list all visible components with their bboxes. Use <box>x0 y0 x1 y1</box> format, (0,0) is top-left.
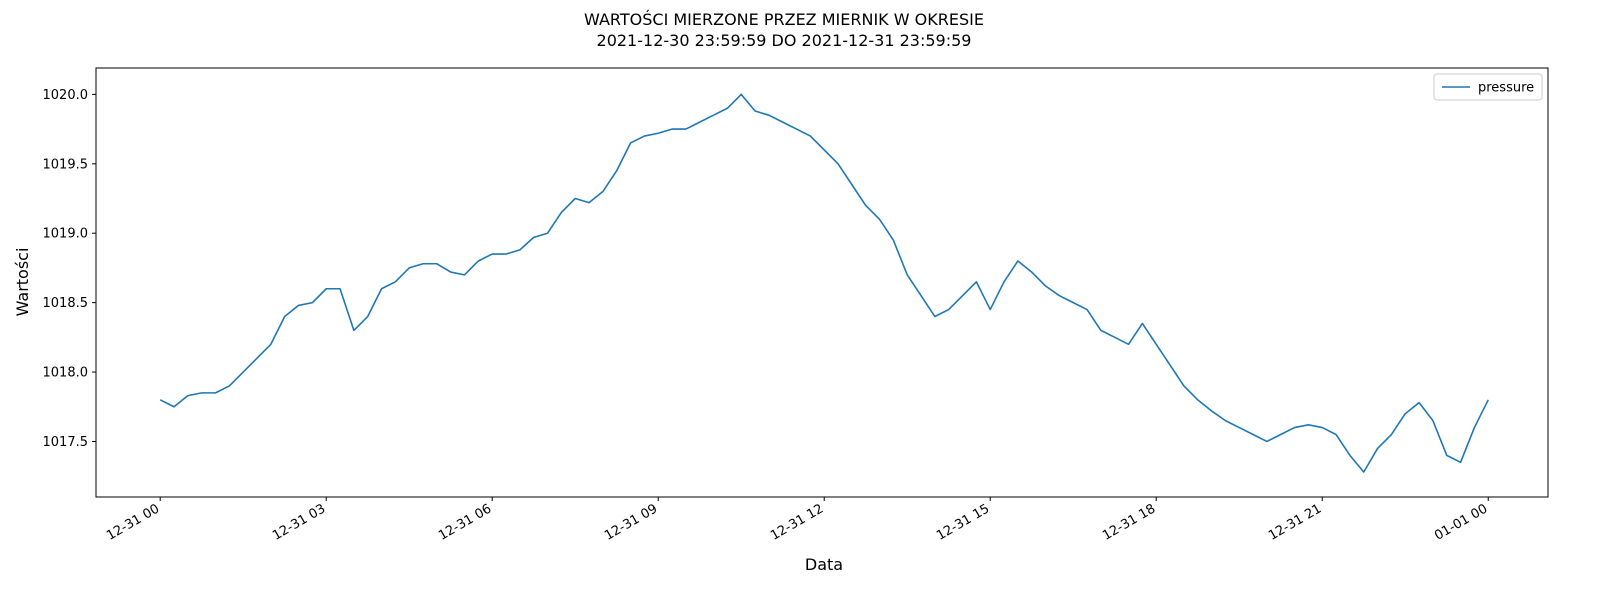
x-tick-label: 12-31 06 <box>436 501 494 543</box>
y-tick-label: 1018.5 <box>43 296 89 311</box>
y-tick-label: 1017.5 <box>43 435 89 450</box>
x-tick-label: 12-31 00 <box>104 501 162 543</box>
x-tick-label: 12-31 09 <box>602 501 660 543</box>
x-tick-label: 12-31 21 <box>1266 501 1324 543</box>
x-axis-label: Data <box>805 555 843 574</box>
chart-subtitle: 2021-12-30 23:59:59 DO 2021-12-31 23:59:… <box>597 31 972 50</box>
x-tick-label: 01-01 00 <box>1432 501 1490 543</box>
data-line <box>159 93 1489 473</box>
x-tick-label: 12-31 15 <box>934 501 992 543</box>
x-tick-label: 12-31 03 <box>270 501 328 543</box>
y-tick-label: 1018.0 <box>43 366 89 381</box>
x-tick-label: 12-31 12 <box>768 501 826 543</box>
y-tick-label: 1019.0 <box>43 227 89 242</box>
y-tick-label: 1020.0 <box>43 88 89 103</box>
chart-title: WARTOŚCI MIERZONE PRZEZ MIERNIK W OKRESI… <box>584 10 984 29</box>
legend-box <box>1433 73 1543 101</box>
y-tick-label: 1019.5 <box>43 157 89 172</box>
legend-label: pressure <box>1478 81 1534 96</box>
plot-frame <box>95 67 1549 498</box>
x-tick-label: 12-31 18 <box>1100 501 1158 543</box>
y-axis-label: Wartości <box>13 248 32 317</box>
